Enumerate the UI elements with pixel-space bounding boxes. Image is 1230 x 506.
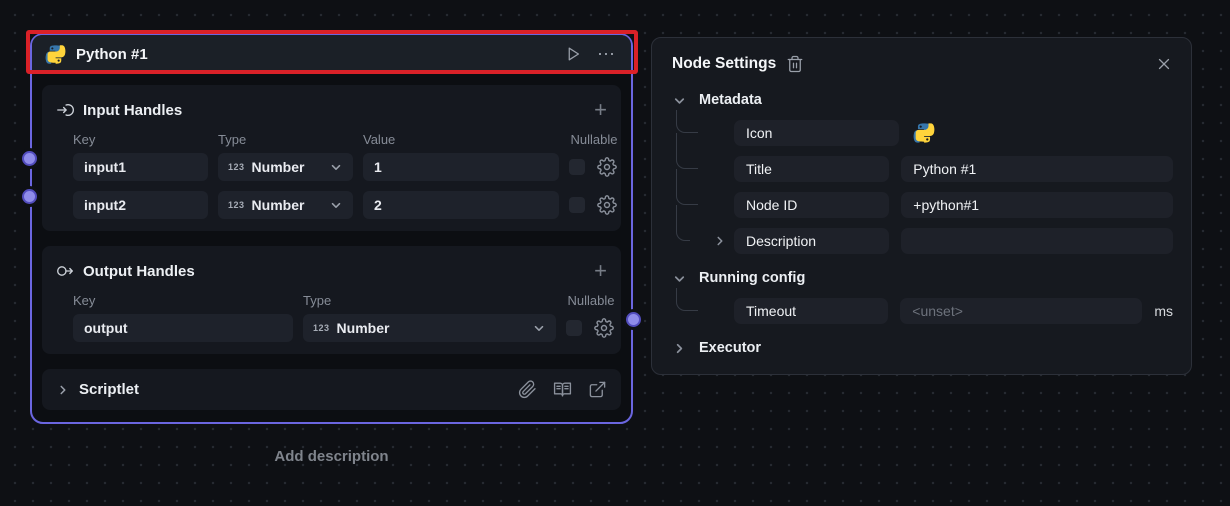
column-key: Key: [73, 131, 96, 147]
trash-icon[interactable]: [786, 55, 804, 73]
tree-connector: [676, 288, 698, 311]
chevron-right-icon: [672, 341, 687, 356]
column-type: Type: [218, 131, 247, 147]
type-select[interactable]: 123 Number: [218, 191, 353, 219]
number-type-icon: 123: [228, 200, 245, 210]
node-settings-panel: Node Settings Metadata Icon Title Node I…: [651, 37, 1192, 375]
input-handles-icon: [56, 101, 74, 119]
key-input[interactable]: [73, 314, 293, 342]
description-field-row: Description: [717, 228, 1173, 254]
output-handles-section: Output Handles + Key Type Nullable 123 N…: [42, 246, 621, 354]
timeout-field-row: Timeout ms: [734, 298, 1173, 324]
scriptlet-section[interactable]: Scriptlet: [42, 369, 621, 410]
gear-icon[interactable]: [594, 318, 614, 338]
python-logo-icon[interactable]: [913, 122, 935, 144]
output-handles-icon: [56, 262, 74, 280]
panel-title: Node Settings: [672, 55, 777, 72]
tree-connector: [676, 110, 698, 133]
nullable-checkbox[interactable]: [569, 159, 585, 175]
node-header[interactable]: Python #1 ⋯: [32, 35, 631, 73]
timeout-field-input[interactable]: [900, 298, 1143, 324]
node-id-field-input[interactable]: [901, 192, 1173, 218]
input-handle-row: 123 Number: [73, 191, 617, 219]
nullable-checkbox[interactable]: [566, 320, 582, 336]
timeout-field-label: Timeout: [734, 298, 889, 324]
input-columns: Key Type Value Nullable: [73, 131, 617, 147]
chevron-down-icon: [672, 271, 687, 286]
icon-field-row: Icon: [734, 120, 1173, 146]
gear-icon[interactable]: [597, 157, 617, 177]
column-key: Key: [73, 292, 96, 308]
output-handles-title: Output Handles: [83, 262, 195, 280]
chevron-right-icon[interactable]: [713, 234, 727, 248]
icon-field-label: Icon: [734, 120, 899, 146]
python-logo-icon: [45, 44, 66, 65]
chevron-down-icon: [329, 160, 343, 174]
input-handle-port[interactable]: [22, 189, 37, 204]
tree-connector: [676, 205, 690, 241]
node-id-field-label: Node ID: [734, 192, 890, 218]
python-node: Python #1 ⋯ Input Handles + Key Type Val…: [22, 33, 641, 424]
gear-icon[interactable]: [597, 195, 617, 215]
description-field-input[interactable]: [901, 228, 1173, 254]
executor-section-label: Executor: [699, 340, 762, 356]
number-type-icon: 123: [228, 162, 245, 172]
value-input[interactable]: [363, 153, 559, 181]
value-input[interactable]: [363, 191, 559, 219]
input-handle-port[interactable]: [22, 151, 37, 166]
output-handle-port[interactable]: [626, 312, 641, 327]
chevron-down-icon: [532, 321, 546, 335]
input-handle-row: 123 Number: [73, 153, 617, 181]
title-field-row: Title: [734, 156, 1173, 182]
node-title: Python #1: [76, 45, 148, 63]
external-link-icon[interactable]: [588, 380, 607, 399]
node-body: Input Handles + Key Type Value Nullable …: [32, 73, 631, 422]
key-input[interactable]: [73, 153, 208, 181]
close-icon[interactable]: [1155, 55, 1173, 73]
executor-section-toggle[interactable]: Executor: [672, 338, 1173, 358]
number-type-icon: 123: [313, 323, 330, 333]
nullable-checkbox[interactable]: [569, 197, 585, 213]
title-field-label: Title: [734, 156, 890, 182]
book-icon[interactable]: [553, 380, 572, 399]
ellipsis-menu-icon[interactable]: ⋯: [597, 44, 616, 64]
running-config-section-label: Running config: [699, 270, 806, 286]
title-field-input[interactable]: [901, 156, 1173, 182]
scriptlet-title: Scriptlet: [79, 381, 140, 398]
description-field-label: Description: [734, 228, 890, 254]
type-select[interactable]: 123 Number: [303, 314, 556, 342]
output-handle-row: 123 Number: [73, 314, 614, 342]
tree-connector: [676, 169, 698, 205]
chevron-down-icon: [672, 93, 687, 108]
chevron-down-icon: [329, 198, 343, 212]
key-input[interactable]: [73, 191, 208, 219]
running-config-section-toggle[interactable]: Running config: [672, 268, 1173, 288]
input-handles-title: Input Handles: [83, 101, 183, 119]
column-value: Value: [363, 131, 396, 147]
column-type: Type: [303, 292, 332, 308]
column-nullable: Nullable: [570, 131, 618, 147]
type-select[interactable]: 123 Number: [218, 153, 353, 181]
chevron-right-icon: [56, 383, 70, 397]
input-handles-section: Input Handles + Key Type Value Nullable …: [42, 85, 621, 231]
add-description-placeholder[interactable]: Add description: [274, 448, 389, 465]
metadata-section-toggle[interactable]: Metadata: [672, 90, 1173, 110]
metadata-section-label: Metadata: [699, 92, 762, 108]
plus-icon[interactable]: +: [594, 97, 607, 122]
column-nullable: Nullable: [567, 292, 615, 308]
tree-connector: [676, 133, 698, 169]
output-columns: Key Type Nullable: [73, 292, 614, 308]
timeout-unit-label: ms: [1154, 303, 1173, 319]
plus-icon[interactable]: +: [594, 258, 607, 283]
run-play-icon[interactable]: [561, 42, 585, 66]
node-id-field-row: Node ID: [734, 192, 1173, 218]
paperclip-icon[interactable]: [518, 380, 537, 399]
